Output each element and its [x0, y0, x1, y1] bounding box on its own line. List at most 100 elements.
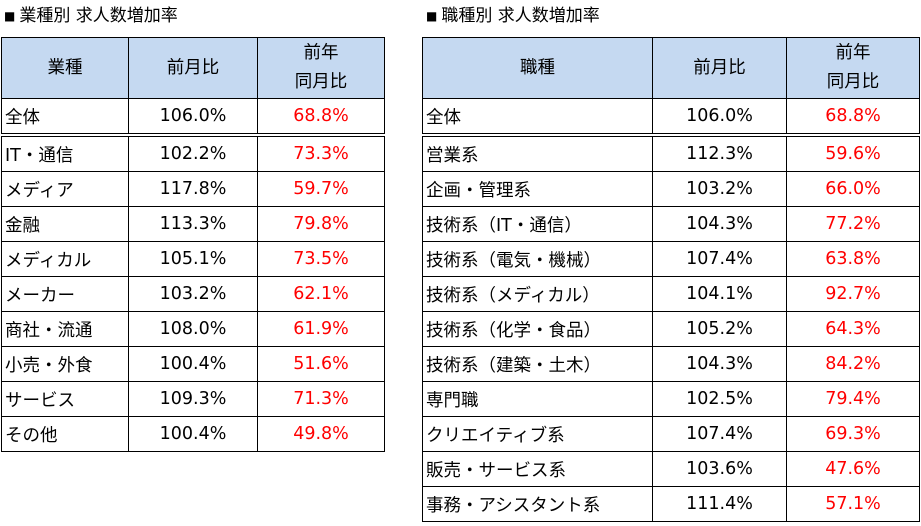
table-row: 企画・管理系 103.2% 66.0% [422, 171, 920, 207]
yoy-value-cell: 73.3% [257, 134, 385, 172]
table-row: 技術系（IT・通信） 104.3% 77.2% [422, 206, 920, 242]
mom-value-cell: 104.3% [652, 346, 787, 382]
mom-value-cell: 105.2% [652, 311, 787, 347]
mom-value-cell: 103.2% [128, 276, 258, 312]
header-yoy: 前年 同月比 [786, 37, 920, 99]
row-name-cell: 販売・サービス系 [422, 451, 653, 487]
table-row: 金融 113.3% 79.8% [1, 206, 385, 242]
mom-value-cell: 100.4% [128, 346, 258, 382]
row-name-cell: 技術系（化学・食品） [422, 311, 653, 347]
job-type-table-title: ■ 職種別 求人数増加率 [426, 4, 600, 29]
table-row: クリエイティブ系 107.4% 69.3% [422, 416, 920, 452]
yoy-value-cell: 62.1% [257, 276, 385, 312]
table-row: その他 100.4% 49.8% [1, 416, 385, 452]
yoy-value-cell: 61.9% [257, 311, 385, 347]
row-name-cell: 技術系（建築・土木） [422, 346, 653, 382]
header-yoy-line2: 同月比 [294, 72, 348, 92]
header-row: 職種 前月比 前年 同月比 [422, 37, 920, 99]
yoy-value-cell: 71.3% [257, 381, 385, 417]
row-name-cell: メーカー [1, 276, 129, 312]
table-row: 技術系（化学・食品） 105.2% 64.3% [422, 311, 920, 347]
row-name-cell: 金融 [1, 206, 129, 242]
row-name-cell: その他 [1, 416, 129, 452]
yoy-value-cell: 51.6% [257, 346, 385, 382]
table-row: IT・通信 102.2% 73.3% [1, 134, 385, 172]
yoy-value-cell: 73.5% [257, 241, 385, 277]
job-title-text: 職種別 求人数増加率 [441, 6, 600, 26]
mom-value-cell: 104.1% [652, 276, 787, 312]
table-row: メーカー 103.2% 62.1% [1, 276, 385, 312]
table-row: サービス 109.3% 71.3% [1, 381, 385, 417]
table-row: 販売・サービス系 103.6% 47.6% [422, 451, 920, 487]
mom-value-cell: 106.0% [652, 98, 787, 137]
square-marker-icon: ■ [426, 9, 438, 23]
row-name-cell: 企画・管理系 [422, 171, 653, 207]
mom-value-cell: 111.4% [652, 486, 787, 522]
row-name-cell: 営業系 [422, 134, 653, 172]
header-job-type: 職種 [422, 37, 653, 99]
header-yoy: 前年 同月比 [257, 37, 385, 99]
mom-value-cell: 103.2% [652, 171, 787, 207]
table-row: 専門職 102.5% 79.4% [422, 381, 920, 417]
industry-table-title: ■ 業種別 求人数増加率 [4, 4, 178, 29]
row-name-cell: 技術系（メディカル） [422, 276, 653, 312]
row-name-cell: メディア [1, 171, 129, 207]
yoy-value-cell: 63.8% [786, 241, 920, 277]
header-industry: 業種 [1, 37, 129, 99]
mom-value-cell: 106.0% [128, 98, 258, 137]
yoy-value-cell: 92.7% [786, 276, 920, 312]
table-row: 小売・外食 100.4% 51.6% [1, 346, 385, 382]
mom-value-cell: 107.4% [652, 241, 787, 277]
table-row: メディカル 105.1% 73.5% [1, 241, 385, 277]
yoy-value-cell: 68.8% [786, 98, 920, 137]
header-yoy-line2: 同月比 [826, 72, 880, 92]
yoy-value-cell: 59.7% [257, 171, 385, 207]
row-name-cell: 技術系（電気・機械） [422, 241, 653, 277]
mom-value-cell: 117.8% [128, 171, 258, 207]
table-row: メディア 117.8% 59.7% [1, 171, 385, 207]
row-name-cell: サービス [1, 381, 129, 417]
mom-value-cell: 105.1% [128, 241, 258, 277]
yoy-value-cell: 47.6% [786, 451, 920, 487]
header-mom: 前月比 [128, 37, 258, 99]
yoy-value-cell: 68.8% [257, 98, 385, 137]
mom-value-cell: 102.5% [652, 381, 787, 417]
row-name-cell: クリエイティブ系 [422, 416, 653, 452]
mom-value-cell: 102.2% [128, 134, 258, 172]
header-mom: 前月比 [652, 37, 787, 99]
mom-value-cell: 103.6% [652, 451, 787, 487]
mom-value-cell: 113.3% [128, 206, 258, 242]
yoy-value-cell: 49.8% [257, 416, 385, 452]
header-yoy-line1: 前年 [303, 43, 339, 63]
square-marker-icon: ■ [4, 9, 16, 23]
row-name-cell: 技術系（IT・通信） [422, 206, 653, 242]
row-name-cell: 全体 [422, 98, 653, 137]
table-row: 商社・流通 108.0% 61.9% [1, 311, 385, 347]
yoy-value-cell: 79.4% [786, 381, 920, 417]
mom-value-cell: 112.3% [652, 134, 787, 172]
job-type-growth-table: 職種 前月比 前年 同月比 全体 106.0% 68.8% 営業系 112.3% 59.6… [422, 37, 920, 522]
industry-title-text: 業種別 求人数増加率 [19, 6, 178, 26]
table-row: 営業系 112.3% 59.6% [422, 134, 920, 172]
row-name-cell: 商社・流通 [1, 311, 129, 347]
row-name-cell: 全体 [1, 98, 129, 137]
mom-value-cell: 100.4% [128, 416, 258, 452]
header-row: 業種 前月比 前年 同月比 [1, 37, 385, 99]
total-row: 全体 106.0% 68.8% [1, 98, 385, 137]
header-yoy-line1: 前年 [835, 43, 871, 63]
row-name-cell: 事務・アシスタント系 [422, 486, 653, 522]
table-row: 技術系（メディカル） 104.1% 92.7% [422, 276, 920, 312]
total-row: 全体 106.0% 68.8% [422, 98, 920, 137]
table-row: 事務・アシスタント系 111.4% 57.1% [422, 486, 920, 522]
table-row: 技術系（建築・土木） 104.3% 84.2% [422, 346, 920, 382]
yoy-value-cell: 84.2% [786, 346, 920, 382]
mom-value-cell: 108.0% [128, 311, 258, 347]
yoy-value-cell: 64.3% [786, 311, 920, 347]
yoy-value-cell: 66.0% [786, 171, 920, 207]
row-name-cell: メディカル [1, 241, 129, 277]
yoy-value-cell: 77.2% [786, 206, 920, 242]
row-name-cell: 小売・外食 [1, 346, 129, 382]
mom-value-cell: 109.3% [128, 381, 258, 417]
row-name-cell: 専門職 [422, 381, 653, 417]
yoy-value-cell: 69.3% [786, 416, 920, 452]
